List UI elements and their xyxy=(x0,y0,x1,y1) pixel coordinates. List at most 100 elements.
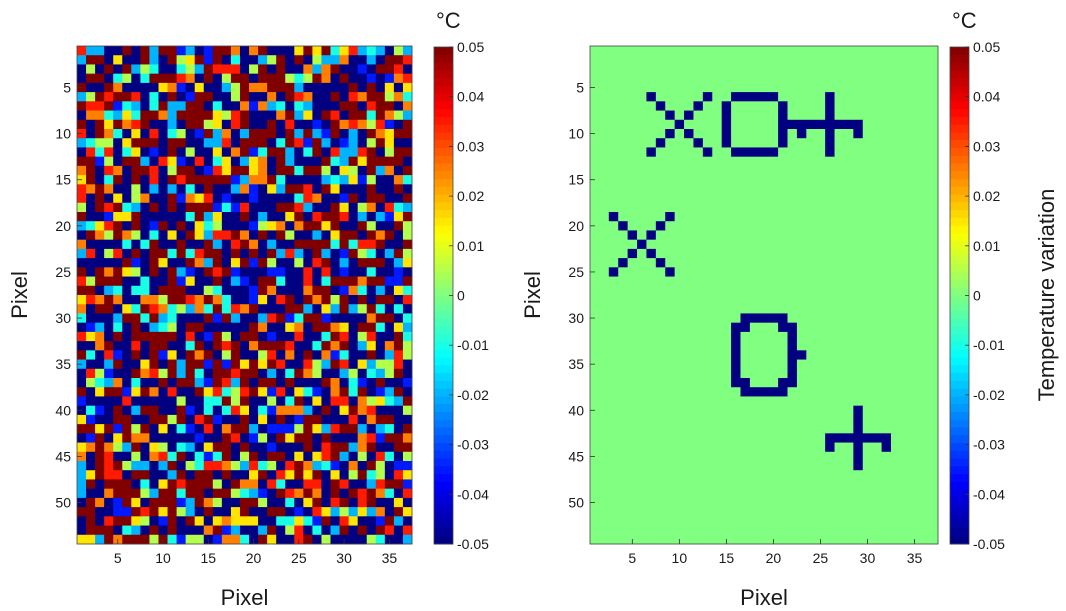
heatmap-cell xyxy=(212,175,223,185)
heatmap-cell xyxy=(258,248,268,259)
heatmap-cell xyxy=(303,396,313,407)
heatmap-cell xyxy=(104,46,114,56)
heatmap-cell xyxy=(702,322,713,333)
heatmap-cell xyxy=(712,525,723,536)
heatmap-cell xyxy=(149,405,159,416)
heatmap-cell xyxy=(843,442,854,453)
heatmap-cell xyxy=(806,175,817,185)
heatmap-cell xyxy=(674,64,685,75)
heatmap-cell xyxy=(721,212,732,222)
heatmap-cell xyxy=(665,331,676,342)
heatmap-cell xyxy=(759,479,770,490)
heatmap-cell xyxy=(77,424,87,434)
heatmap-cell xyxy=(158,258,168,268)
heatmap-cell xyxy=(796,313,807,324)
heatmap-cell xyxy=(721,193,732,204)
heatmap-cell xyxy=(185,387,196,397)
heatmap-cell xyxy=(787,359,798,370)
heatmap-cell xyxy=(731,258,741,268)
heatmap-cell xyxy=(393,202,404,213)
colorbar-segment xyxy=(434,326,453,335)
heatmap-cell xyxy=(749,119,760,130)
heatmap-cell xyxy=(721,101,732,111)
heatmap-cell xyxy=(637,525,647,536)
heatmap-cell xyxy=(655,147,666,158)
heatmap-cell xyxy=(712,82,723,93)
heatmap-cell xyxy=(721,165,732,176)
heatmap-cell xyxy=(618,82,629,93)
heatmap-cell xyxy=(787,414,798,425)
colorbar-segment xyxy=(950,109,969,118)
heatmap-cell xyxy=(853,414,864,425)
heatmap-cell xyxy=(140,230,150,241)
heatmap-cell xyxy=(909,470,920,480)
heatmap-cell xyxy=(655,230,666,241)
heatmap-cell xyxy=(194,129,205,139)
heatmap-cell xyxy=(140,331,150,342)
heatmap-cell xyxy=(122,433,132,443)
heatmap-cell xyxy=(627,396,638,407)
colorbar-tick-label: -0.03 xyxy=(973,437,1005,453)
heatmap-cell xyxy=(167,212,177,222)
heatmap-cell xyxy=(702,129,713,139)
x-tick-label: 5 xyxy=(628,550,636,566)
heatmap-cell xyxy=(203,331,214,342)
heatmap-cell xyxy=(637,313,647,324)
heatmap-cell xyxy=(787,451,798,462)
heatmap-cell xyxy=(77,479,87,490)
heatmap-cell xyxy=(815,497,826,508)
heatmap-cell xyxy=(825,73,835,84)
heatmap-cell xyxy=(721,156,732,167)
heatmap-cell xyxy=(731,230,741,241)
heatmap-cell xyxy=(303,451,313,462)
heatmap-cell xyxy=(239,119,250,130)
heatmap-cell xyxy=(608,101,619,111)
heatmap-cell xyxy=(176,470,187,480)
heatmap-cell xyxy=(702,479,713,490)
heatmap-cell xyxy=(113,451,123,462)
heatmap-cell xyxy=(86,442,96,453)
heatmap-cell xyxy=(176,433,187,443)
heatmap-cell xyxy=(131,110,141,121)
colorbar-segment xyxy=(950,481,969,491)
heatmap-cell xyxy=(749,55,760,65)
heatmap-cell xyxy=(768,516,779,526)
heatmap-cell xyxy=(674,516,685,526)
heatmap-cell xyxy=(919,230,929,241)
heatmap-cell xyxy=(402,313,413,324)
heatmap-cell xyxy=(599,64,610,75)
heatmap-cell xyxy=(608,424,619,434)
heatmap-cell xyxy=(768,414,779,425)
heatmap-cell xyxy=(590,285,600,296)
heatmap-cell xyxy=(740,516,751,526)
heatmap-cell xyxy=(393,359,404,370)
heatmap-cell xyxy=(239,46,250,56)
heatmap-cell xyxy=(194,92,205,102)
heatmap-cell xyxy=(806,147,817,158)
heatmap-cell xyxy=(693,184,704,194)
heatmap-cell xyxy=(267,461,277,471)
heatmap-cell xyxy=(796,350,807,360)
heatmap-cell xyxy=(167,341,177,351)
heatmap-cell xyxy=(796,267,807,277)
heatmap-cell xyxy=(267,276,277,287)
heatmap-cell xyxy=(303,165,313,176)
heatmap-cell xyxy=(357,119,368,130)
heatmap-cell xyxy=(375,507,386,517)
heatmap-cell xyxy=(768,82,779,93)
heatmap-cell xyxy=(384,193,395,204)
heatmap-cell xyxy=(86,424,96,434)
heatmap-cell xyxy=(787,239,798,250)
heatmap-cell xyxy=(721,359,732,370)
heatmap-cell xyxy=(321,461,331,471)
heatmap-cell xyxy=(796,341,807,351)
heatmap-cell xyxy=(909,110,920,121)
heatmap-cell xyxy=(140,147,150,158)
heatmap-cell xyxy=(402,258,413,268)
heatmap-cell xyxy=(778,304,788,314)
heatmap-cell xyxy=(258,331,268,342)
heatmap-cell xyxy=(348,497,359,508)
heatmap-cell xyxy=(339,405,350,416)
heatmap-cell xyxy=(674,405,685,416)
heatmap-cell xyxy=(881,212,892,222)
